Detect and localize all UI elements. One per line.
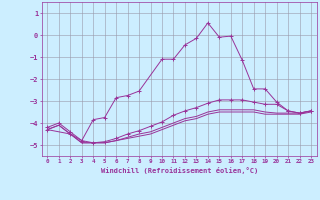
X-axis label: Windchill (Refroidissement éolien,°C): Windchill (Refroidissement éolien,°C)	[100, 167, 258, 174]
